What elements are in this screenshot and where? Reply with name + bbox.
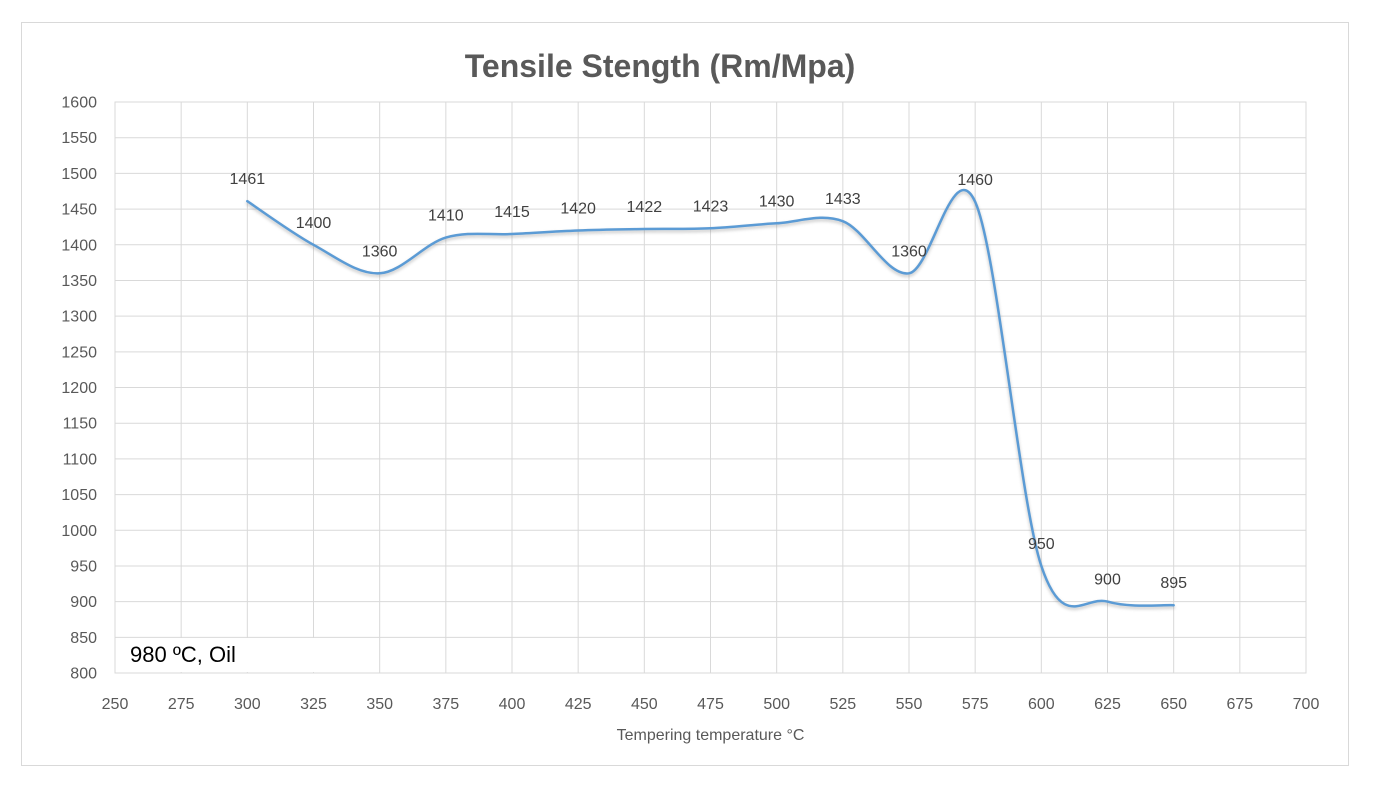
svg-text:1460: 1460 [957, 172, 993, 189]
svg-text:1050: 1050 [61, 487, 97, 504]
svg-text:1400: 1400 [61, 237, 97, 254]
svg-text:1450: 1450 [61, 202, 97, 219]
svg-text:575: 575 [962, 696, 989, 713]
svg-text:500: 500 [763, 696, 790, 713]
svg-text:1430: 1430 [759, 193, 795, 210]
svg-text:1500: 1500 [61, 166, 97, 183]
svg-text:1400: 1400 [296, 215, 332, 232]
series-line [246, 189, 1175, 608]
svg-text:675: 675 [1226, 696, 1253, 713]
svg-text:250: 250 [102, 696, 129, 713]
svg-text:425: 425 [565, 696, 592, 713]
svg-text:1360: 1360 [362, 243, 398, 260]
svg-text:1300: 1300 [61, 309, 97, 326]
svg-text:1550: 1550 [61, 130, 97, 147]
svg-text:325: 325 [300, 696, 327, 713]
svg-text:300: 300 [234, 696, 261, 713]
chart-title: Tensile Stength (Rm/Mpa) [464, 48, 856, 84]
svg-text:375: 375 [432, 696, 459, 713]
svg-text:475: 475 [697, 696, 724, 713]
svg-text:650: 650 [1160, 696, 1187, 713]
svg-text:1422: 1422 [627, 199, 663, 216]
svg-text:1420: 1420 [560, 200, 596, 217]
svg-text:1200: 1200 [61, 380, 97, 397]
svg-text:525: 525 [829, 696, 856, 713]
svg-text:1423: 1423 [693, 198, 729, 215]
svg-text:450: 450 [631, 696, 658, 713]
data-labels: 1461 1400 1360 1410 1415 1420 1422 1423 1430 1433… [230, 171, 1188, 592]
svg-text:1150: 1150 [63, 416, 98, 433]
y-axis-ticks: 800 850 900 950 1000 1050 1100 1150 1200 1250 1300… [61, 95, 97, 683]
svg-text:895: 895 [1160, 575, 1187, 592]
svg-text:625: 625 [1094, 696, 1121, 713]
svg-text:1350: 1350 [61, 273, 97, 290]
svg-text:1360: 1360 [891, 243, 927, 260]
plot-border [114, 101, 1307, 674]
svg-text:900: 900 [1094, 572, 1121, 589]
svg-text:1433: 1433 [825, 191, 861, 208]
svg-text:1600: 1600 [61, 95, 97, 112]
svg-text:1250: 1250 [61, 344, 97, 361]
annotation-text: 980 ºC, Oil [116, 638, 316, 672]
svg-text:900: 900 [70, 594, 97, 611]
svg-text:1100: 1100 [63, 451, 98, 468]
svg-text:600: 600 [1028, 696, 1055, 713]
svg-text:1000: 1000 [61, 523, 97, 540]
svg-text:1415: 1415 [494, 204, 530, 221]
svg-text:950: 950 [70, 558, 97, 575]
svg-text:550: 550 [896, 696, 923, 713]
svg-text:850: 850 [70, 630, 97, 647]
svg-text:950: 950 [1028, 536, 1055, 553]
svg-text:700: 700 [1293, 696, 1320, 713]
svg-text:350: 350 [366, 696, 393, 713]
svg-text:400: 400 [499, 696, 526, 713]
x-axis-title: Tempering temperature °C [616, 727, 805, 744]
horizontal-gridlines [115, 101, 1306, 674]
svg-text:800: 800 [70, 666, 97, 683]
x-axis-ticks: 250 275 300 325 350 375 400 425 450 475 500 525 550 5… [102, 696, 1320, 713]
svg-text:1461: 1461 [230, 171, 266, 188]
svg-text:1410: 1410 [428, 208, 464, 225]
svg-text:275: 275 [168, 696, 195, 713]
